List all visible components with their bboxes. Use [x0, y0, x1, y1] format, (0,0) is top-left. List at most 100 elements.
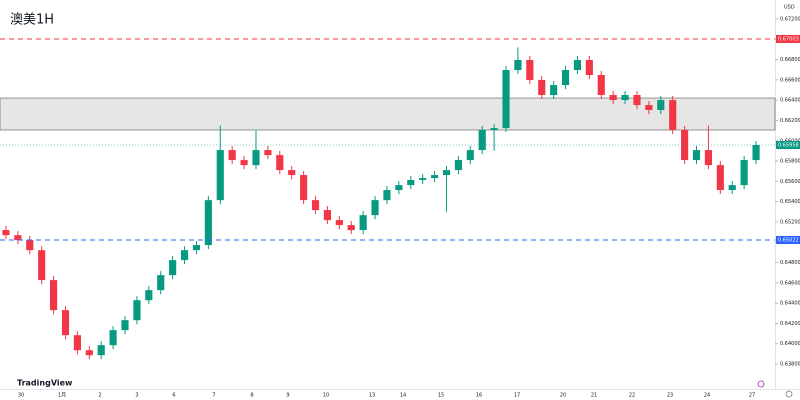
x-tick-label: 2: [98, 393, 101, 399]
candle-body: [466, 150, 474, 161]
candle-body: [419, 178, 427, 181]
y-tick-label: 0.65200: [780, 219, 800, 225]
candle-body: [621, 94, 629, 101]
candle-body: [14, 235, 22, 241]
candle-body: [192, 245, 201, 251]
candle-body: [145, 290, 153, 301]
candle-body: [73, 335, 81, 351]
candle-body: [585, 59, 593, 75]
x-tick-label: 7: [212, 393, 215, 399]
candle-body: [169, 260, 177, 276]
candle-body: [573, 59, 582, 71]
x-tick-label: 6: [172, 393, 175, 399]
candle-body: [311, 200, 320, 211]
candle-body: [335, 220, 343, 226]
y-tick-label: 0.64200: [780, 321, 800, 327]
candle-body: [454, 160, 462, 171]
y-tick-label: 0.66800: [780, 57, 800, 63]
candle-body: [633, 94, 641, 106]
candle-body: [50, 280, 58, 311]
x-tick-label: 17: [514, 393, 520, 399]
candle-body: [26, 240, 34, 251]
candle-body: [228, 150, 236, 161]
candle-body: [38, 250, 46, 281]
candle-body: [2, 230, 10, 236]
candle-body: [645, 105, 653, 111]
candle-body: [550, 85, 558, 95]
candle-body: [431, 175, 439, 179]
brand: TradingView: [17, 379, 73, 388]
price-badge-label: 0.65958: [778, 143, 799, 149]
y-tick-label: 0.67200: [780, 16, 800, 22]
y-tick-label: 0.64000: [780, 341, 800, 347]
price-badge: [776, 141, 800, 150]
candle-body: [526, 59, 534, 80]
y-tick-label: 0.66600: [780, 77, 800, 83]
x-tick-label: 8: [250, 393, 253, 399]
x-tick-label: 21: [591, 393, 597, 399]
candle-body: [597, 74, 605, 95]
y-tick-label: 0.64800: [780, 260, 800, 266]
candle-body: [85, 350, 93, 356]
x-tick-label: 3: [135, 393, 138, 399]
candle-body: [669, 100, 677, 130]
price-badge: [776, 34, 800, 43]
candle-body: [538, 79, 546, 95]
candle-body: [157, 275, 165, 291]
event-icon[interactable]: [757, 380, 765, 388]
y-tick-label: 0.65400: [780, 199, 800, 205]
x-tick-label: 30: [18, 393, 24, 399]
x-tick-label: 24: [704, 393, 710, 399]
candle-body: [276, 155, 284, 171]
y-tick-label: 0.66400: [780, 98, 800, 104]
candle-body: [740, 160, 748, 186]
x-tick-label: 23: [667, 393, 673, 399]
y-tick-label: 0.65600: [780, 179, 800, 185]
candle-body: [502, 70, 510, 129]
x-tick-label: 15: [438, 393, 444, 399]
candle-body: [121, 320, 129, 331]
candle-body: [609, 94, 617, 101]
candle-body: [514, 59, 522, 71]
candle-body: [347, 225, 355, 231]
candle-body: [216, 150, 224, 201]
candle-body: [704, 150, 712, 166]
chart-title: 澳美1H: [10, 12, 54, 28]
y-tick-label: 0.66200: [780, 118, 800, 124]
x-tick-label: 10: [323, 393, 329, 399]
candle-body: [692, 150, 701, 161]
currency: USD: [784, 5, 795, 11]
y-tick-label: 0.64400: [780, 301, 800, 307]
candle-body: [371, 200, 379, 216]
y-tick-label: 0.63800: [780, 362, 800, 368]
x-tick-label: 14: [400, 393, 406, 399]
candle-body: [204, 200, 212, 246]
candle-body: [359, 215, 367, 231]
x-tick-label: 1月: [58, 393, 66, 399]
candle-body: [323, 210, 331, 221]
candle-body: [395, 185, 403, 191]
candle-body: [561, 70, 570, 86]
candle-body: [442, 170, 451, 176]
candle-body: [716, 165, 724, 191]
zone: [0, 97, 776, 131]
settings-icon[interactable]: [785, 390, 793, 398]
x-tick-label: 9: [286, 393, 289, 399]
candle-body: [300, 175, 308, 201]
candle-body: [288, 170, 296, 176]
x-tick-label: 27: [749, 393, 755, 399]
y-tick-label: 0.65800: [780, 159, 800, 165]
x-tick-label: 20: [560, 393, 566, 399]
candle-body: [407, 180, 415, 186]
candle-body: [752, 145, 760, 161]
price-badge: [776, 236, 800, 245]
y-tick-label: 0.64600: [780, 280, 800, 286]
price-badge-label: 0.67003: [778, 36, 799, 42]
candle-body: [490, 128, 498, 130]
candle-body: [264, 150, 272, 156]
x-tick-label: 16: [476, 393, 482, 399]
candle-body: [133, 300, 141, 321]
candle-body: [478, 130, 486, 151]
